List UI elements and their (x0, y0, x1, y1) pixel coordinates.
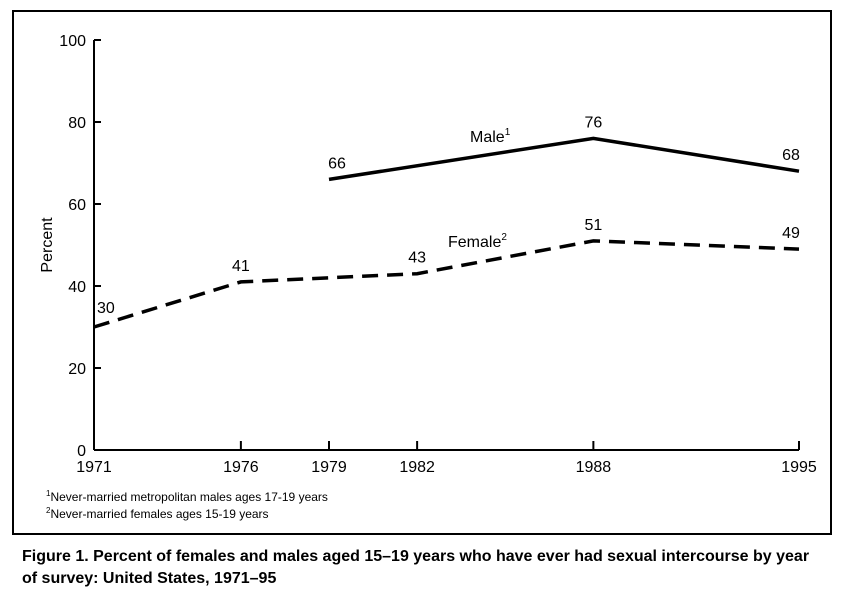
footnote-1: 1Never-married metropolitan males ages 1… (46, 489, 328, 504)
x-tick-label-1979: 1979 (311, 459, 347, 476)
male-series-name-sup: 1 (505, 127, 511, 138)
y-tick-label-20: 20 (68, 361, 86, 378)
x-tick-label-1976: 1976 (223, 459, 259, 476)
chart-frame (12, 10, 832, 535)
x-tick-label-1982: 1982 (399, 459, 435, 476)
female-series-name: Female2 (448, 232, 507, 251)
x-tick-label-1995: 1995 (781, 459, 817, 476)
y-tick-label-0: 0 (77, 443, 86, 460)
y-tick-label-60: 60 (68, 197, 86, 214)
y-axis-label: Percent (39, 217, 56, 273)
y-tick-label-80: 80 (68, 115, 86, 132)
female-point-label-1995: 49 (782, 225, 800, 242)
male-point-label-1988: 76 (584, 114, 602, 131)
female-series-name-sup: 2 (501, 232, 507, 243)
female-point-label-1988: 51 (584, 217, 602, 234)
x-tick-label-1971: 1971 (76, 459, 112, 476)
female-point-label-1982: 43 (408, 250, 426, 267)
x-tick-label-1988: 1988 (576, 459, 612, 476)
male-series-line (328, 136, 800, 182)
male-point-label-1979: 66 (328, 155, 346, 172)
y-tick-label-40: 40 (68, 279, 86, 296)
male-point-label-1995: 68 (782, 147, 800, 164)
y-tick-label-100: 100 (59, 33, 86, 50)
figure-caption: Figure 1. Percent of females and males a… (22, 548, 810, 587)
female-point-label-1971: 30 (97, 300, 115, 317)
footnote-2-text: Never-married females ages 15-19 years (50, 507, 269, 521)
footnote-1-marker: 1 (46, 489, 51, 498)
footnote-2: 2Never-married females ages 15-19 years (46, 506, 269, 521)
male-series-name: Male1 (470, 127, 511, 146)
footnote-2-marker: 2 (46, 506, 51, 515)
male-series-name-text: Male (470, 129, 505, 146)
female-series-line (93, 239, 800, 329)
footnote-1-text: Never-married metropolitan males ages 17… (50, 490, 328, 504)
female-point-label-1976: 41 (232, 258, 250, 275)
female-series-name-text: Female (448, 234, 501, 251)
